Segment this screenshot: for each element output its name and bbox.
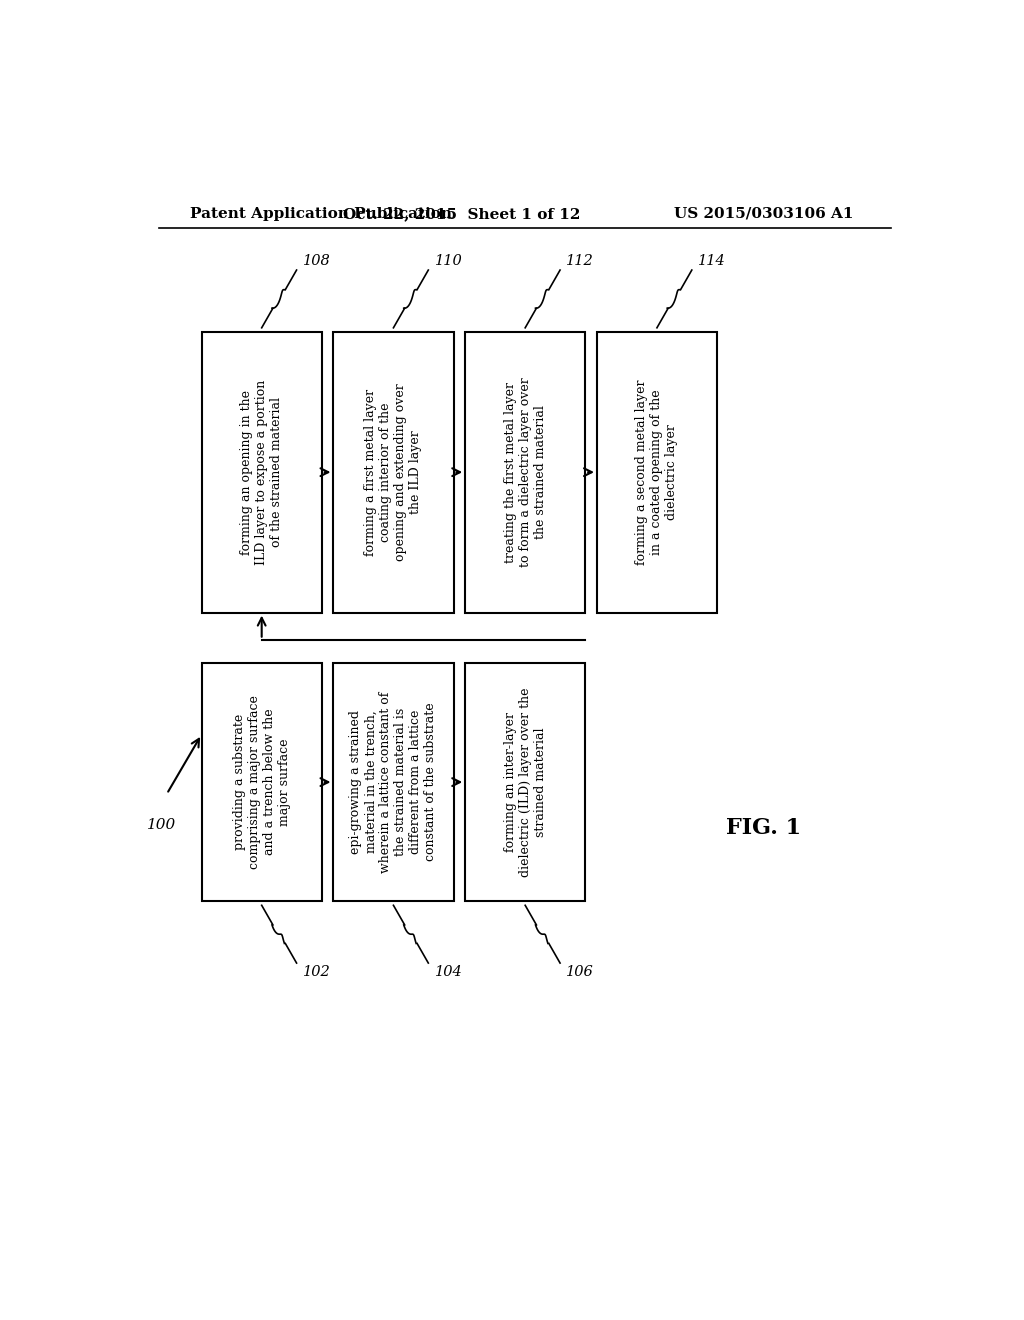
- Text: 114: 114: [698, 253, 726, 268]
- Text: 104: 104: [434, 965, 462, 979]
- Text: Oct. 22, 2015  Sheet 1 of 12: Oct. 22, 2015 Sheet 1 of 12: [343, 207, 580, 220]
- Text: forming an opening in the
ILD layer to expose a portion
of the strained material: forming an opening in the ILD layer to e…: [241, 380, 284, 565]
- Bar: [202, 331, 322, 612]
- Text: forming an inter-layer
dielectric (ILD) layer over the
strained material: forming an inter-layer dielectric (ILD) …: [504, 688, 547, 876]
- Text: 106: 106: [566, 965, 594, 979]
- Text: 102: 102: [303, 965, 331, 979]
- Text: 100: 100: [146, 818, 176, 832]
- Text: US 2015/0303106 A1: US 2015/0303106 A1: [674, 207, 853, 220]
- Text: forming a second metal layer
in a coated opening of the
dielectric layer: forming a second metal layer in a coated…: [636, 379, 679, 565]
- Bar: [334, 331, 454, 612]
- Bar: [334, 663, 454, 902]
- Text: providing a substrate
comprising a major surface
and a trench below the
major su: providing a substrate comprising a major…: [232, 696, 291, 869]
- Text: 108: 108: [303, 253, 331, 268]
- Bar: [465, 331, 586, 612]
- Text: 112: 112: [566, 253, 594, 268]
- Text: epi-growing a strained
material in the trench,
wherein a lattice constant of
the: epi-growing a strained material in the t…: [349, 692, 437, 873]
- Bar: [597, 331, 717, 612]
- Text: treating the first metal layer
to form a dielectric layer over
the strained mate: treating the first metal layer to form a…: [504, 378, 547, 568]
- Bar: [202, 663, 322, 902]
- Text: 110: 110: [434, 253, 462, 268]
- Bar: [465, 663, 586, 902]
- Text: forming a first metal layer
coating interior of the
opening and extending over
t: forming a first metal layer coating inte…: [365, 383, 423, 561]
- Text: Patent Application Publication: Patent Application Publication: [190, 207, 452, 220]
- Text: FIG. 1: FIG. 1: [726, 817, 801, 840]
